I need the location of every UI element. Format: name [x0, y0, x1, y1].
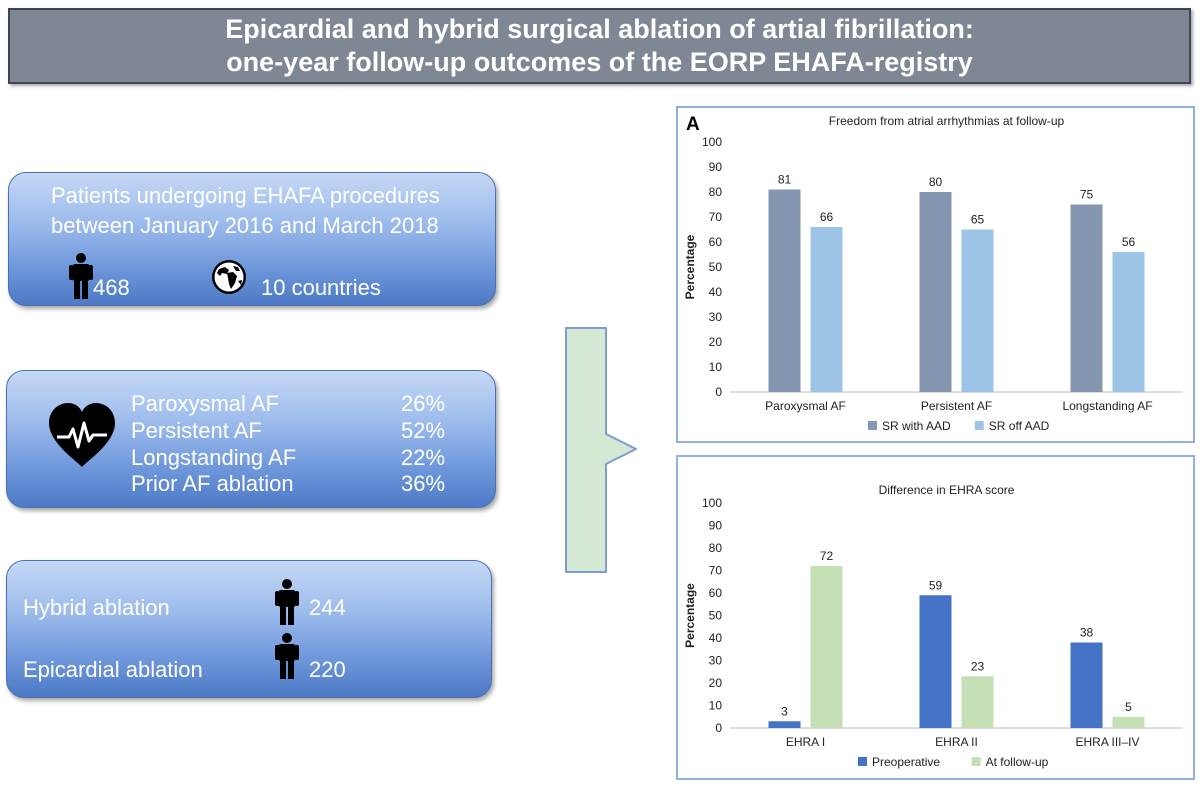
y-tick-label: 20 — [709, 676, 723, 690]
y-tick-label: 40 — [709, 285, 723, 299]
ablation-panel: Hybrid ablation 244 Epicardial ablation … — [6, 560, 492, 698]
bar-sr-off-aad — [810, 227, 843, 392]
person-icon — [69, 253, 93, 299]
chart-title: Freedom from atrial arrhythmias at follo… — [829, 114, 1065, 128]
ablation-row-label: Hybrid ablation — [23, 595, 170, 620]
flow-arrow — [565, 327, 637, 573]
ablation-row-value: 220 — [309, 657, 346, 682]
globe-icon — [212, 260, 246, 294]
title-line-1: Epicardial and hybrid surgical ablation … — [225, 14, 974, 44]
data-label: 75 — [1080, 188, 1094, 202]
y-tick-label: 90 — [709, 519, 723, 533]
data-label: 65 — [971, 213, 985, 227]
chart-title: Difference in EHRA score — [879, 483, 1015, 497]
y-tick-label: 60 — [709, 586, 723, 600]
bar-sr-off-aad — [961, 229, 994, 392]
ablation-row-label: Epicardial ablation — [23, 657, 203, 682]
y-tick-label: 80 — [709, 541, 723, 555]
y-tick-label: 40 — [709, 631, 723, 645]
patients-count: 468 — [93, 275, 130, 300]
bar-sr-off-aad — [1112, 252, 1145, 392]
data-label: 5 — [1125, 700, 1132, 714]
bar-preoperative — [768, 721, 801, 728]
person-icon — [275, 633, 299, 679]
data-label: 59 — [929, 578, 943, 592]
legend-label: SR off AAD — [989, 419, 1050, 433]
y-axis-label: Percentage — [683, 583, 697, 648]
countries-count: 10 countries — [261, 275, 381, 300]
person-icon — [275, 579, 299, 625]
patients-line-1: Patients undergoing EHAFA procedures — [51, 183, 440, 208]
legend-swatch — [858, 757, 867, 766]
category-label: EHRA III–IV — [1075, 735, 1139, 749]
data-label: 38 — [1080, 626, 1094, 640]
chart-freedom-from-arrhythmias: Freedom from atrial arrhythmias at follo… — [683, 114, 1183, 433]
y-tick-label: 70 — [709, 210, 723, 224]
panel-label: A — [686, 114, 700, 135]
bar-preoperative — [919, 595, 952, 728]
legend-label: Preoperative — [872, 755, 940, 769]
af-row-value: 26% — [401, 391, 446, 416]
legend-swatch — [971, 757, 981, 766]
bar-sr-with-aad — [919, 192, 952, 392]
af-types-panel: Paroxysmal AF 26% Persistent AF 52% Long… — [6, 370, 496, 508]
af-row-label: Longstanding AF — [131, 445, 297, 470]
bar-sr-with-aad — [768, 189, 801, 392]
y-tick-label: 80 — [709, 185, 723, 199]
legend-label: SR with AAD — [882, 419, 951, 433]
af-row-label: Prior AF ablation — [131, 471, 294, 496]
y-tick-label: 20 — [709, 335, 723, 349]
category-label: Longstanding AF — [1062, 399, 1152, 413]
y-tick-label: 100 — [702, 135, 722, 149]
category-label: EHRA I — [786, 735, 825, 749]
data-label: 66 — [820, 210, 834, 224]
af-row-value: 52% — [401, 418, 446, 443]
chart-b-frame: Difference in EHRA score 0 10 20 30 40 50 60 70 8… — [676, 455, 1195, 780]
y-tick-label: 30 — [709, 310, 723, 324]
af-row-label: Paroxysmal AF — [131, 391, 279, 416]
bar-at-follow-up — [810, 566, 843, 728]
data-label: 23 — [971, 659, 985, 673]
title-line-2: one-year follow-up outcomes of the EORP … — [226, 47, 973, 77]
y-tick-label: 0 — [715, 385, 722, 399]
y-tick-label: 90 — [709, 160, 723, 174]
data-label: 56 — [1122, 235, 1136, 249]
y-tick-label: 60 — [709, 235, 723, 249]
data-label: 80 — [929, 175, 943, 189]
bar-at-follow-up — [961, 676, 994, 728]
y-tick-label: 30 — [709, 654, 723, 668]
y-tick-label: 50 — [709, 609, 723, 623]
y-tick-label: 10 — [709, 699, 723, 713]
data-label: 72 — [820, 549, 834, 563]
bar-sr-with-aad — [1070, 204, 1103, 392]
legend-label: At follow-up — [986, 755, 1049, 769]
chart-ehra-score: Difference in EHRA score 0 10 20 30 40 50 60 70 8… — [683, 483, 1183, 769]
ablation-row-value: 244 — [309, 595, 346, 620]
y-tick-label: 100 — [702, 496, 722, 510]
category-label: Persistent AF — [921, 399, 992, 413]
category-label: EHRA II — [935, 735, 978, 749]
bar-at-follow-up — [1112, 716, 1145, 728]
patients-panel: Patients undergoing EHAFA procedures bet… — [8, 172, 496, 306]
bar-preoperative — [1070, 642, 1103, 728]
af-row-value: 36% — [401, 471, 446, 496]
y-axis-label: Percentage — [683, 234, 697, 299]
chart-a-frame: Freedom from atrial arrhythmias at follo… — [676, 106, 1195, 443]
heart-pulse-icon — [49, 403, 115, 467]
af-row-value: 22% — [401, 445, 446, 470]
af-row-label: Persistent AF — [131, 418, 262, 443]
y-tick-label: 10 — [709, 360, 723, 374]
legend-swatch — [868, 421, 877, 430]
data-label: 3 — [781, 704, 788, 718]
title-banner: Epicardial and hybrid surgical ablation … — [8, 8, 1191, 84]
category-label: Paroxysmal AF — [765, 399, 846, 413]
patients-line-2: between January 2016 and March 2018 — [51, 213, 439, 238]
data-label: 81 — [778, 173, 792, 187]
legend-swatch — [974, 421, 984, 430]
y-tick-label: 50 — [709, 260, 723, 274]
y-tick-label: 0 — [715, 721, 722, 735]
y-tick-label: 70 — [709, 564, 723, 578]
